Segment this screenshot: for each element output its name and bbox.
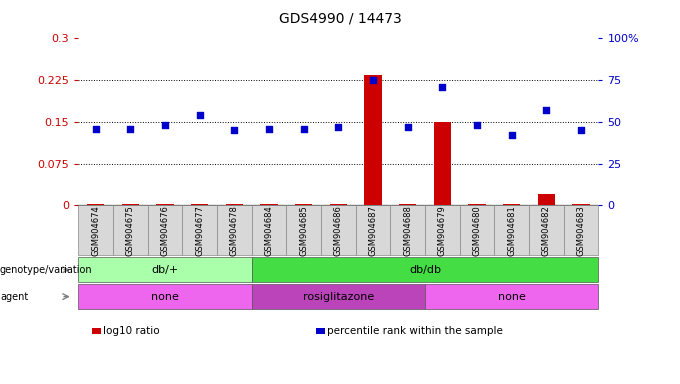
Point	[90, 126, 101, 132]
Bar	[260, 204, 277, 205]
Bar	[573, 204, 590, 205]
Text: GSM904682: GSM904682	[542, 205, 551, 256]
Text: GSM904678: GSM904678	[230, 205, 239, 256]
Text: GSM904675: GSM904675	[126, 205, 135, 256]
Point	[298, 126, 309, 132]
Text: GSM904680: GSM904680	[473, 205, 481, 256]
Text: GSM904677: GSM904677	[195, 205, 204, 256]
Point	[124, 126, 135, 132]
Text: GSM904685: GSM904685	[299, 205, 308, 256]
Point	[263, 126, 274, 132]
Point	[402, 124, 413, 130]
Bar	[226, 204, 243, 205]
Point	[541, 107, 551, 113]
Text: rosiglitazone: rosiglitazone	[303, 291, 374, 302]
Text: none: none	[498, 291, 526, 302]
Point	[575, 127, 586, 133]
Text: GSM904679: GSM904679	[438, 205, 447, 256]
Text: GDS4990 / 14473: GDS4990 / 14473	[279, 12, 401, 25]
Point	[506, 132, 517, 138]
Bar	[330, 204, 347, 205]
Bar	[399, 204, 416, 205]
Text: GSM904676: GSM904676	[160, 205, 169, 256]
Point	[333, 124, 343, 130]
Text: log10 ratio: log10 ratio	[103, 326, 159, 336]
Bar	[503, 204, 520, 205]
Point	[159, 122, 170, 128]
Text: GSM904686: GSM904686	[334, 205, 343, 256]
Bar	[538, 194, 555, 205]
Bar	[156, 204, 173, 205]
Text: GSM904688: GSM904688	[403, 205, 412, 256]
Text: GSM904674: GSM904674	[91, 205, 100, 256]
Text: none: none	[151, 291, 179, 302]
Point	[367, 77, 378, 83]
Text: GSM904681: GSM904681	[507, 205, 516, 256]
Text: db/+: db/+	[151, 265, 179, 275]
Bar	[122, 204, 139, 205]
Text: GSM904684: GSM904684	[265, 205, 273, 256]
Point	[471, 122, 482, 128]
Bar	[469, 204, 486, 205]
Text: percentile rank within the sample: percentile rank within the sample	[327, 326, 503, 336]
Bar	[191, 204, 208, 205]
Point	[437, 84, 447, 90]
Text: db/db: db/db	[409, 265, 441, 275]
Text: genotype/variation: genotype/variation	[0, 265, 92, 275]
Text: GSM904683: GSM904683	[577, 205, 585, 256]
Point	[194, 112, 205, 118]
Bar	[364, 74, 381, 205]
Bar	[87, 204, 104, 205]
Bar	[295, 204, 312, 205]
Text: agent: agent	[0, 291, 29, 302]
Bar	[434, 122, 451, 205]
Point	[228, 127, 239, 133]
Text: GSM904687: GSM904687	[369, 205, 377, 256]
